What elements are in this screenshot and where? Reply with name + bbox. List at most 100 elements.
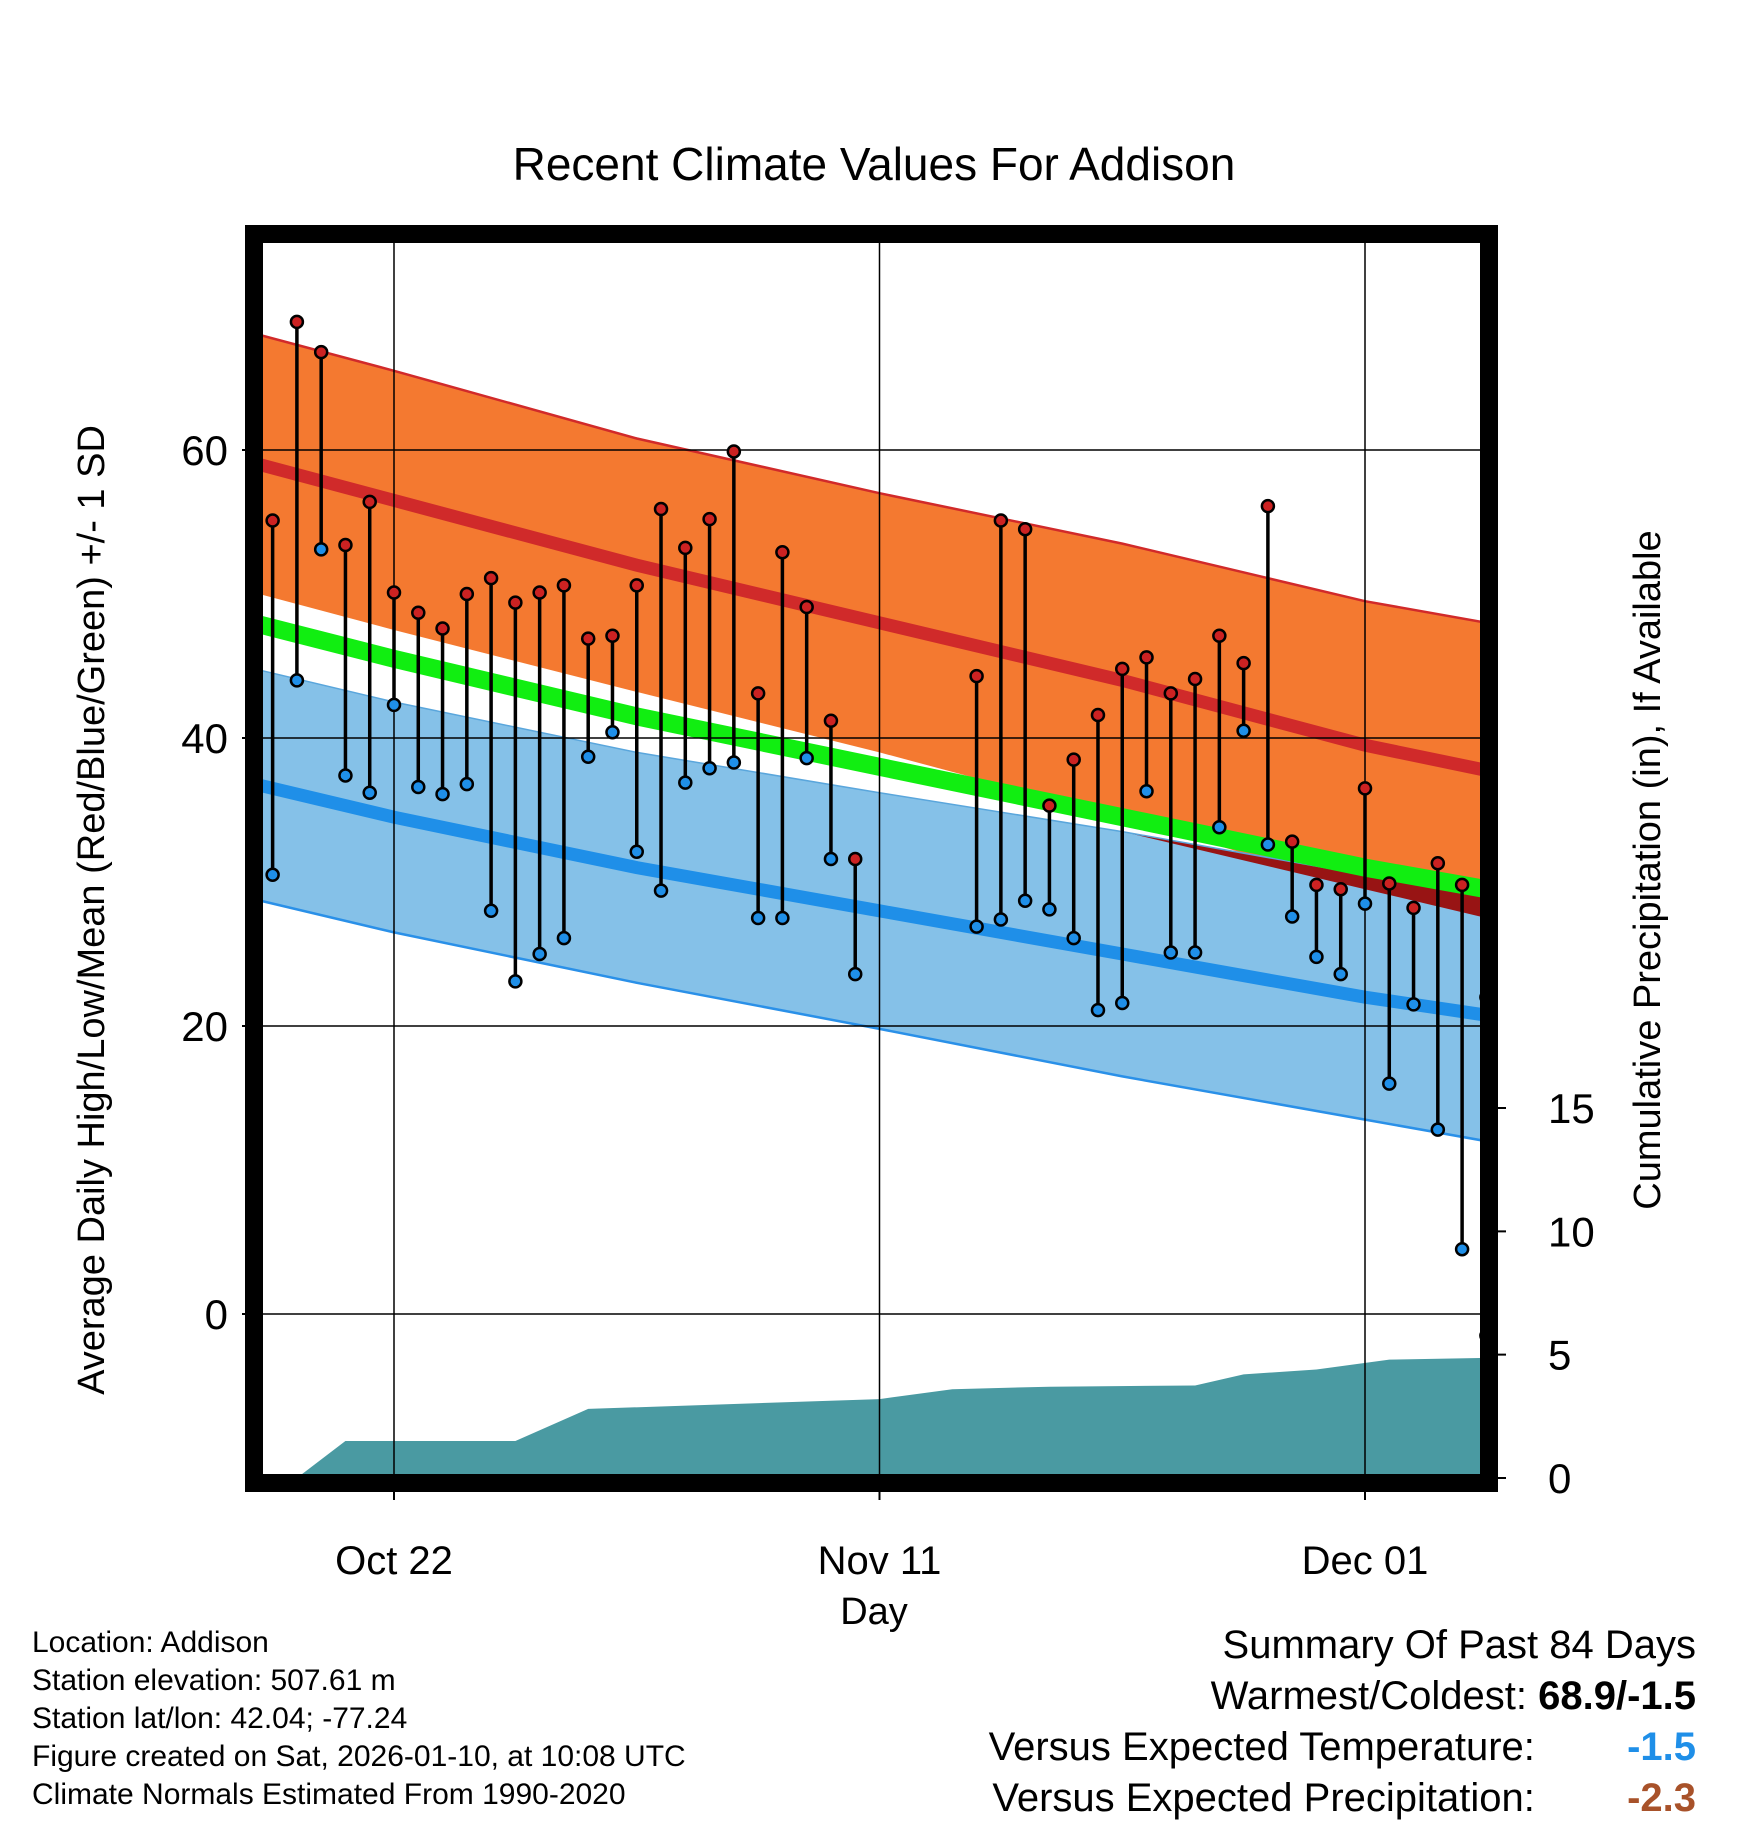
- x-axis-label: Day: [840, 1591, 908, 1633]
- daily-low-point: [1090, 1002, 1106, 1018]
- y2-tick-label: 15: [1548, 1085, 1595, 1132]
- x-tick-label: Nov 11: [818, 1539, 942, 1583]
- temp-label: Versus Expected Temperature:: [988, 1725, 1535, 1769]
- daily-high-point: [1577, 961, 1589, 973]
- daily-low-point: [1139, 784, 1154, 799]
- daily-high-point: [1236, 655, 1251, 671]
- daily-low-point: [775, 910, 790, 926]
- extremes-value: 68.9/-1.5: [1538, 1674, 1696, 1718]
- daily-high-point: [726, 444, 742, 459]
- daily-low-point: [750, 910, 766, 926]
- station-info: Location: Addison Station elevation: 507…: [32, 1624, 686, 1814]
- daily-low-point: [1017, 893, 1033, 908]
- high-upper-edge: [263, 334, 1480, 623]
- daily-low-point: [969, 919, 984, 934]
- daily-low-point: [1577, 1318, 1589, 1330]
- daily-high-point: [750, 686, 766, 701]
- daily-low-point: [1699, 1165, 1711, 1177]
- daily-low-point: [1406, 997, 1421, 1012]
- daily-high-point: [1357, 781, 1373, 796]
- daily-low-point: [653, 883, 669, 898]
- daily-low-point: [629, 844, 644, 860]
- daily-low-point: [1529, 975, 1541, 987]
- temp-value: -1.5: [1627, 1725, 1696, 1769]
- plot-frame: [245, 225, 1498, 1492]
- daily-low-point: [702, 760, 717, 776]
- daily-high-point: [411, 605, 426, 620]
- daily-low-point: [993, 912, 1009, 927]
- daily-high-point: [338, 537, 353, 553]
- daily-high-point: [1139, 650, 1154, 665]
- daily-high-point: [1699, 1004, 1711, 1016]
- high-mean-line: [263, 458, 1480, 776]
- daily-high-point: [289, 314, 305, 330]
- daily-low-point: [508, 974, 523, 989]
- daily-high-point: [170, 540, 182, 552]
- daily-low-point: [265, 867, 280, 883]
- daily-high-point: [1406, 900, 1421, 916]
- y-axis-label: Average Daily High/Low/Mean (Red/Blue/Gr…: [71, 425, 113, 1395]
- temp-row: Versus Expected Temperature: -1.5: [989, 1722, 1696, 1773]
- daily-high-point: [1309, 877, 1324, 893]
- low-upper-edge: [263, 670, 1480, 890]
- precip-area: [263, 1358, 1480, 1474]
- summary-heading: Summary Of Past 84 Days: [1222, 1623, 1696, 1667]
- daily-high-point: [1187, 671, 1203, 687]
- daily-low-point: [580, 749, 596, 764]
- daily-low-point: [1115, 995, 1130, 1011]
- daily-high-point: [1115, 661, 1130, 677]
- daily-low-point: [1163, 945, 1179, 960]
- precip-value: -2.3: [1627, 1776, 1696, 1820]
- daily-high-point: [1430, 856, 1446, 871]
- y-tick-label: 20: [181, 1003, 228, 1050]
- latlon-text: Station lat/lon: 42.04; -77.24: [32, 1702, 408, 1735]
- daily-low-point: [1333, 966, 1348, 982]
- daily-high-point: [993, 513, 1009, 528]
- avg-mean-line: [263, 616, 1480, 898]
- daily-low-point: [1357, 896, 1373, 911]
- daily-low-point: [170, 618, 182, 630]
- daily-low-point: [145, 615, 157, 627]
- daily-high-point: [1042, 798, 1057, 813]
- daily-high-point: [1723, 1000, 1735, 1012]
- daily-low-point: [1723, 1210, 1735, 1222]
- precip-label: Versus Expected Precipitation:: [992, 1776, 1535, 1820]
- daily-high-point: [1066, 752, 1081, 767]
- daily-low-point: [411, 779, 426, 795]
- daily-low-point: [1066, 930, 1081, 946]
- extremes-row: Warmest/Coldest: 68.9/-1.5: [989, 1671, 1696, 1722]
- daily-high-point: [653, 501, 669, 517]
- daily-low-point: [1260, 837, 1276, 852]
- location-text: Location: Addison: [32, 1626, 269, 1659]
- daily-low-point: [1236, 723, 1251, 739]
- daily-low-point: [459, 776, 475, 792]
- daily-low-point: [1602, 961, 1614, 973]
- daily-low-point: [1212, 820, 1227, 835]
- daily-high-point: [1284, 834, 1300, 849]
- daily-low-point: [483, 903, 499, 919]
- daily-low-point: [338, 768, 353, 783]
- daily-low-point: [289, 673, 305, 688]
- daily-high-point: [629, 578, 644, 593]
- daily-low-point: [799, 750, 814, 766]
- daily-high-point: [1553, 975, 1565, 987]
- daily-high-point: [1260, 498, 1276, 514]
- daily-high-point: [1212, 628, 1227, 644]
- daily-high-point: [702, 511, 717, 527]
- daily-low-point: [678, 775, 693, 790]
- daily-high-point: [823, 713, 839, 728]
- daily-low-point: [1187, 945, 1203, 960]
- daily-low-point: [726, 755, 742, 770]
- plot-content: [145, 243, 1735, 1474]
- created-text: Figure created on Sat, 2026-01-10, at 10…: [32, 1740, 686, 1773]
- daily-low-point: [532, 946, 547, 962]
- chart-title: Recent Climate Values For Addison: [513, 138, 1236, 190]
- y2-axis-label: Cumulative Precipitation (in), If Availa…: [1627, 530, 1669, 1209]
- daily-low-point: [1505, 1088, 1517, 1100]
- daily-low-point: [1675, 1111, 1687, 1123]
- daily-high-point: [532, 585, 547, 600]
- daily-high-point: [1505, 807, 1517, 819]
- summary-panel: Summary Of Past 84 Days Warmest/Coldest:…: [989, 1620, 1696, 1824]
